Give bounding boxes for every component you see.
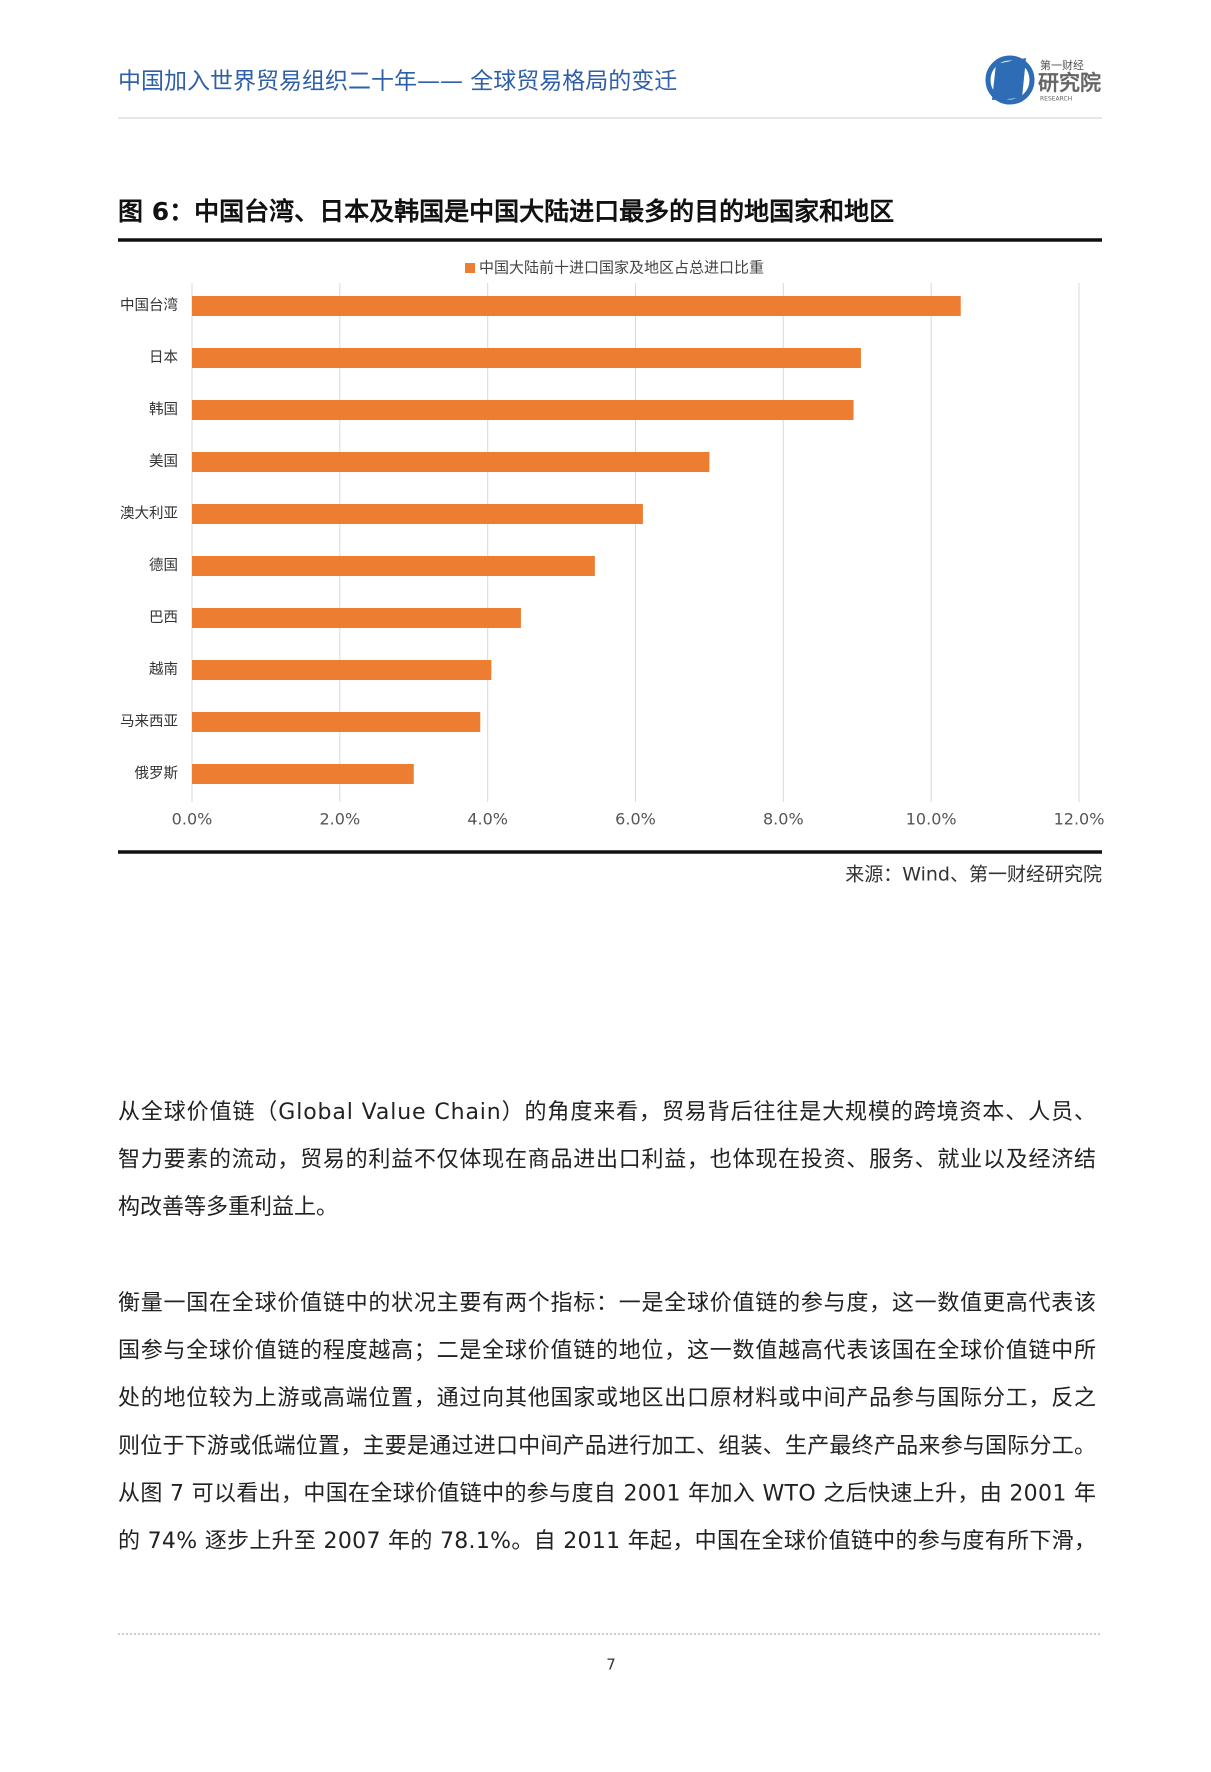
figure-title: 图 6：中国台湾、日本及韩国是中国大陆进口最多的目的地国家和地区 <box>118 197 894 226</box>
y-tick-label: 韩国 <box>149 401 178 418</box>
logo-sub: RESEARCH <box>1040 96 1072 103</box>
legend-label: 中国大陆前十进口国家及地区占总进口比重 <box>479 259 764 277</box>
y-tick-label: 巴西 <box>149 610 178 626</box>
paragraph-line: 衡量一国在全球价值链中的状况主要有两个指标：一是全球价值链的参与度，这一数值更高… <box>118 1291 1096 1316</box>
bar <box>192 712 481 732</box>
source: 来源：Wind、第一财经研究院 <box>845 864 1102 886</box>
paragraph-line: 构改善等多重利益上。 <box>118 1195 338 1220</box>
x-tick-label: 8.0% <box>763 810 804 829</box>
bar <box>192 400 854 420</box>
y-tick-label: 马来西亚 <box>120 713 178 730</box>
header-title: 中国加入世界贸易组织二十年—— 全球贸易格局的变迁 <box>118 69 677 95</box>
x-tick-label: 12.0% <box>1054 810 1105 829</box>
bar <box>192 660 492 680</box>
bar <box>192 296 961 316</box>
legend-swatch <box>465 263 475 273</box>
paragraph-line: 智力要素的流动，贸易的利益不仅体现在商品进出口利益，也体现在投资、服务、就业以及… <box>118 1148 1096 1173</box>
paragraph-line: 国参与全球价值链的程度越高；二是全球价值链的地位，这一数值越高代表该国在全球价值… <box>118 1339 1096 1364</box>
logo-ring <box>985 55 1035 105</box>
x-tick-label: 4.0% <box>467 810 508 829</box>
bar <box>192 608 521 628</box>
paragraph-line: 的 74% 逐步上升至 2007 年的 78.1%。自 2011 年起，中国在全… <box>118 1529 1096 1554</box>
bar <box>192 764 414 784</box>
x-tick-label: 10.0% <box>906 810 957 829</box>
y-tick-label: 美国 <box>149 453 178 470</box>
y-tick-label: 日本 <box>149 349 178 366</box>
y-tick-label: 越南 <box>149 661 178 678</box>
logo-main: 研究院 <box>1038 71 1101 95</box>
y-tick-label: 中国台湾 <box>120 297 178 314</box>
paragraph-line: 处的地位较为上游或高端位置，通过向其他国家或地区出口原材料或中间产品参与国际分工… <box>118 1386 1096 1411</box>
bar <box>192 504 643 524</box>
y-tick-label: 俄罗斯 <box>135 765 179 782</box>
y-tick-label: 德国 <box>149 557 178 574</box>
x-tick-label: 0.0% <box>172 810 213 829</box>
logo-mark <box>992 58 1026 100</box>
bar <box>192 452 710 472</box>
logo-top: 第一财经 <box>1040 58 1084 72</box>
x-tick-label: 2.0% <box>320 810 361 829</box>
paragraph-line: 从图 7 可以看出，中国在全球价值链中的参与度自 2001 年加入 WTO 之后… <box>118 1481 1096 1506</box>
page-number: 7 <box>606 1656 616 1674</box>
paragraph-line: 从全球价值链（Global Value Chain）的角度来看，贸易背后往往是大… <box>118 1100 1096 1125</box>
paragraph-line: 则位于下游或低端位置，主要是通过进口中间产品进行加工、组装、生产最终产品来参与国… <box>118 1434 1096 1459</box>
bar <box>192 348 861 368</box>
bar <box>192 556 595 576</box>
x-tick-label: 6.0% <box>615 810 656 829</box>
y-tick-label: 澳大利亚 <box>120 505 178 522</box>
